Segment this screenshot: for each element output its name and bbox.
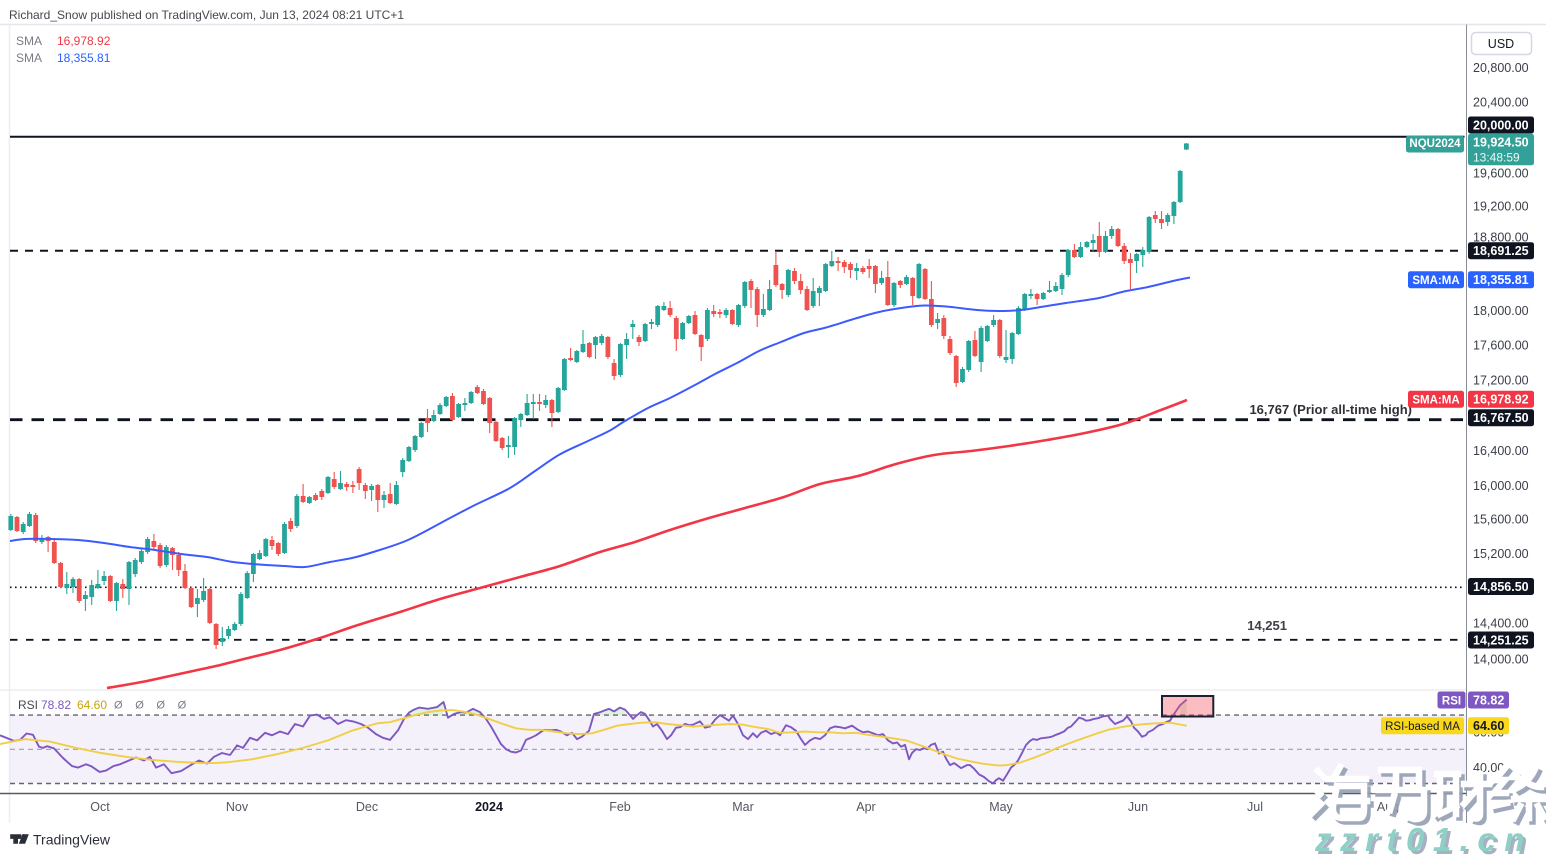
svg-text:Jun: Jun <box>1128 800 1148 814</box>
svg-text:14,400.00: 14,400.00 <box>1473 616 1529 630</box>
svg-text:RSI: RSI <box>18 698 38 712</box>
svg-text:64.60: 64.60 <box>77 698 107 712</box>
svg-text:16,000.00: 16,000.00 <box>1473 479 1529 493</box>
svg-text:17,200.00: 17,200.00 <box>1473 373 1529 387</box>
svg-text:14,251: 14,251 <box>1247 618 1287 633</box>
svg-text:19,200.00: 19,200.00 <box>1473 200 1529 214</box>
svg-text:SMA: SMA <box>16 34 42 48</box>
svg-text:16,978.92: 16,978.92 <box>1473 393 1529 407</box>
svg-text:20,400.00: 20,400.00 <box>1473 96 1529 110</box>
svg-text:USD: USD <box>1488 37 1514 51</box>
svg-text:zzrt01.cn: zzrt01.cn <box>1314 821 1533 857</box>
svg-text:14,856.50: 14,856.50 <box>1473 580 1529 594</box>
svg-text:19,924.50: 19,924.50 <box>1473 136 1529 150</box>
svg-text:Oct: Oct <box>90 800 110 814</box>
svg-text:17,600.00: 17,600.00 <box>1473 339 1529 353</box>
svg-text:Feb: Feb <box>609 800 631 814</box>
svg-text:15,600.00: 15,600.00 <box>1473 512 1529 526</box>
svg-text:18,800.00: 18,800.00 <box>1473 230 1529 244</box>
svg-text:16,400.00: 16,400.00 <box>1473 444 1529 458</box>
svg-text:78.82: 78.82 <box>41 698 71 712</box>
svg-text:RSI-based MA: RSI-based MA <box>1385 721 1460 733</box>
svg-text:SMA: SMA <box>16 51 42 65</box>
svg-text:RSI: RSI <box>1442 695 1461 707</box>
svg-text:18,355.81: 18,355.81 <box>1473 273 1529 287</box>
svg-text:16,978.92: 16,978.92 <box>57 34 111 48</box>
svg-text:20,800.00: 20,800.00 <box>1473 61 1529 75</box>
svg-text:78.82: 78.82 <box>1473 693 1504 707</box>
svg-text:TradingView: TradingView <box>33 832 111 848</box>
svg-text:18,355.81: 18,355.81 <box>57 51 111 65</box>
svg-text:2024: 2024 <box>475 800 503 814</box>
svg-text:Mar: Mar <box>732 800 754 814</box>
svg-text:20,000.00: 20,000.00 <box>1473 118 1529 132</box>
svg-text:Nov: Nov <box>226 800 249 814</box>
svg-text:SMA:MA: SMA:MA <box>1412 395 1459 407</box>
svg-text:13:48:59: 13:48:59 <box>1473 151 1520 165</box>
svg-text:64.60: 64.60 <box>1473 719 1504 733</box>
svg-text:Ø Ø Ø Ø: Ø Ø Ø Ø <box>114 700 191 712</box>
svg-text:19,600.00: 19,600.00 <box>1473 167 1529 181</box>
svg-text:18,000.00: 18,000.00 <box>1473 304 1529 318</box>
svg-text:14,000.00: 14,000.00 <box>1473 652 1529 666</box>
svg-text:16,767.50: 16,767.50 <box>1473 411 1529 425</box>
svg-text:18,691.25: 18,691.25 <box>1473 244 1529 258</box>
svg-text:Jul: Jul <box>1247 800 1263 814</box>
svg-text:NQU2024: NQU2024 <box>1409 138 1461 150</box>
svg-text:Richard_Snow published on Trad: Richard_Snow published on TradingView.co… <box>9 8 404 22</box>
svg-text:SMA:MA: SMA:MA <box>1412 275 1459 287</box>
svg-text:zzrt01.cn: zzrt01.cn <box>1317 824 1536 857</box>
svg-text:Dec: Dec <box>356 800 378 814</box>
svg-text:16,767 (Prior all-time high): 16,767 (Prior all-time high) <box>1249 402 1412 417</box>
svg-text:Apr: Apr <box>856 800 875 814</box>
svg-text:14,251.25: 14,251.25 <box>1473 633 1529 647</box>
svg-text:15,200.00: 15,200.00 <box>1473 547 1529 561</box>
svg-text:May: May <box>989 800 1013 814</box>
